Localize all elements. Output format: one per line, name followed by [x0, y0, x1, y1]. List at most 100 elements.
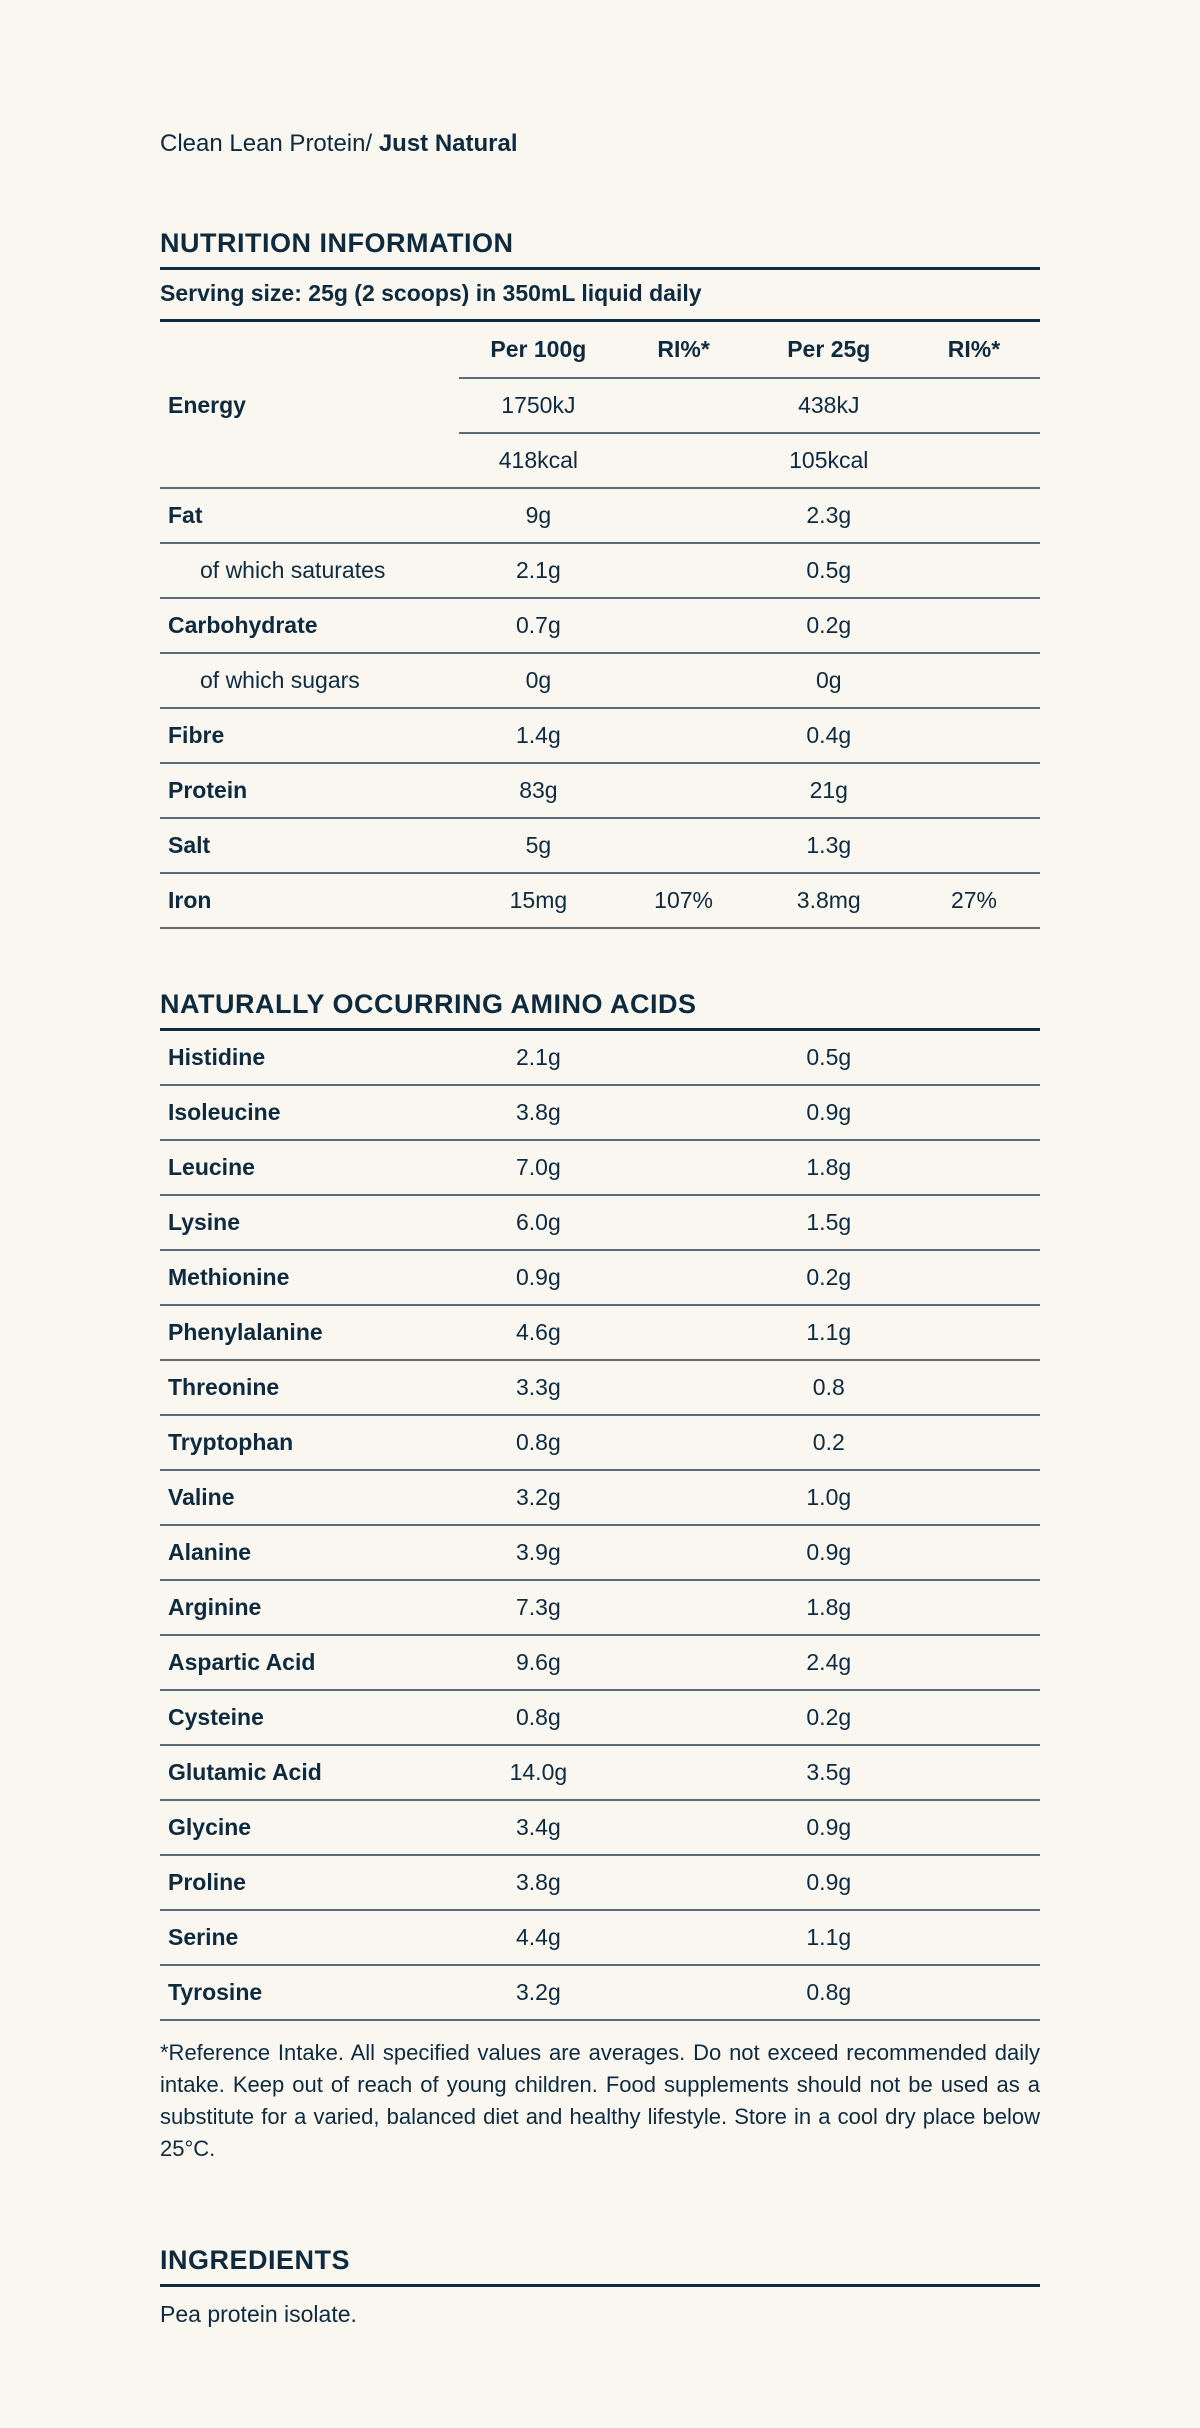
- row-label: Fat: [160, 488, 459, 543]
- row-value: 1.8g: [750, 1140, 908, 1195]
- row-value: 2.4g: [750, 1635, 908, 1690]
- row-value: [908, 1965, 1040, 2020]
- row-label: Isoleucine: [160, 1085, 459, 1140]
- table-header-row: Per 100g RI%* Per 25g RI%*: [160, 322, 1040, 378]
- row-value: 0.9g: [750, 1525, 908, 1580]
- row-value: [618, 433, 750, 488]
- row-value: 1.3g: [750, 818, 908, 873]
- row-value: [618, 1195, 750, 1250]
- row-value: 7.3g: [459, 1580, 617, 1635]
- row-value: [908, 1745, 1040, 1800]
- table-row: Tyrosine3.2g0.8g: [160, 1965, 1040, 2020]
- row-value: 0.8g: [750, 1965, 908, 2020]
- row-value: 107%: [618, 873, 750, 928]
- table-row: of which saturates2.1g0.5g: [160, 543, 1040, 598]
- row-value: [618, 1580, 750, 1635]
- row-label: Lysine: [160, 1195, 459, 1250]
- table-row: Valine3.2g1.0g: [160, 1470, 1040, 1525]
- row-value: [908, 1250, 1040, 1305]
- row-value: 3.8g: [459, 1855, 617, 1910]
- table-row: Proline3.8g 0.9g: [160, 1855, 1040, 1910]
- row-value: [908, 1525, 1040, 1580]
- row-value: 0.8: [750, 1360, 908, 1415]
- row-value: 4.6g: [459, 1305, 617, 1360]
- breadcrumb: Clean Lean Protein/ Just Natural: [160, 130, 1040, 158]
- col-per25: Per 25g: [750, 322, 908, 378]
- row-value: 0.2g: [750, 1690, 908, 1745]
- row-value: 3.3g: [459, 1360, 617, 1415]
- table-row: Alanine3.9g0.9g: [160, 1525, 1040, 1580]
- row-value: [618, 1635, 750, 1690]
- row-value: [618, 1855, 750, 1910]
- row-value: 0g: [750, 653, 908, 708]
- row-value: 6.0g: [459, 1195, 617, 1250]
- row-value: 21g: [750, 763, 908, 818]
- table-row: Cysteine0.8g0.2g: [160, 1690, 1040, 1745]
- row-value: [908, 1085, 1040, 1140]
- row-value: 15mg: [459, 873, 617, 928]
- row-value: [618, 1305, 750, 1360]
- amino-table: Histidine2.1g0.5gIsoleucine3.8g0.9gLeuci…: [160, 1031, 1040, 2021]
- table-row: Protein83g 21g: [160, 763, 1040, 818]
- row-value: [618, 1525, 750, 1580]
- row-label: Aspartic Acid: [160, 1635, 459, 1690]
- ingredients-section: INGREDIENTS Pea protein isolate.: [160, 2245, 1040, 2328]
- row-value: 5g: [459, 818, 617, 873]
- row-value: [618, 1140, 750, 1195]
- table-row: Leucine7.0g1.8g: [160, 1140, 1040, 1195]
- row-value: 2.1g: [459, 543, 617, 598]
- row-value: 7.0g: [459, 1140, 617, 1195]
- row-label: Energy: [160, 378, 459, 433]
- row-value: [618, 598, 750, 653]
- row-label: Histidine: [160, 1031, 459, 1085]
- row-label: Glycine: [160, 1800, 459, 1855]
- row-value: [618, 1031, 750, 1085]
- table-row: 418kcal105kcal: [160, 433, 1040, 488]
- row-value: 2.1g: [459, 1031, 617, 1085]
- row-value: 3.5g: [750, 1745, 908, 1800]
- row-label: Serine: [160, 1910, 459, 1965]
- col-per100: Per 100g: [459, 322, 617, 378]
- row-value: [908, 708, 1040, 763]
- row-value: 105kcal: [750, 433, 908, 488]
- table-row: Threonine3.3g0.8: [160, 1360, 1040, 1415]
- table-row: Histidine2.1g 0.5g: [160, 1031, 1040, 1085]
- row-value: [908, 1855, 1040, 1910]
- row-value: 3.2g: [459, 1470, 617, 1525]
- row-value: [908, 543, 1040, 598]
- row-value: [908, 818, 1040, 873]
- row-value: [618, 1910, 750, 1965]
- col-ri100: RI%*: [618, 322, 750, 378]
- row-value: 438kJ: [750, 378, 908, 433]
- table-row: Carbohydrate0.7g0.2g: [160, 598, 1040, 653]
- row-value: [618, 1085, 750, 1140]
- row-value: 0.7g: [459, 598, 617, 653]
- table-row: Aspartic Acid9.6g 2.4g: [160, 1635, 1040, 1690]
- row-value: 2.3g: [750, 488, 908, 543]
- table-row: Serine4.4g1.1g: [160, 1910, 1040, 1965]
- row-label: of which saturates: [160, 543, 459, 598]
- row-value: [908, 1690, 1040, 1745]
- row-value: [618, 1800, 750, 1855]
- row-value: [618, 378, 750, 433]
- row-value: 1.1g: [750, 1910, 908, 1965]
- amino-section: NATURALLY OCCURRING AMINO ACIDS Histidin…: [160, 989, 1040, 2165]
- row-value: 0.2: [750, 1415, 908, 1470]
- row-value: 0.5g: [750, 1031, 908, 1085]
- row-value: 83g: [459, 763, 617, 818]
- row-label: Protein: [160, 763, 459, 818]
- col-ri25: RI%*: [908, 322, 1040, 378]
- row-value: 9.6g: [459, 1635, 617, 1690]
- row-value: [908, 1360, 1040, 1415]
- row-value: 1.5g: [750, 1195, 908, 1250]
- row-label: Proline: [160, 1855, 459, 1910]
- table-row: Fibre1.4g0.4g: [160, 708, 1040, 763]
- row-value: [618, 1360, 750, 1415]
- row-value: 9g: [459, 488, 617, 543]
- row-value: 1750kJ: [459, 378, 617, 433]
- row-label: Arginine: [160, 1580, 459, 1635]
- ingredients-text: Pea protein isolate.: [160, 2287, 1040, 2328]
- row-value: 0.8g: [459, 1415, 617, 1470]
- row-value: 0.9g: [750, 1855, 908, 1910]
- row-label: [160, 433, 459, 488]
